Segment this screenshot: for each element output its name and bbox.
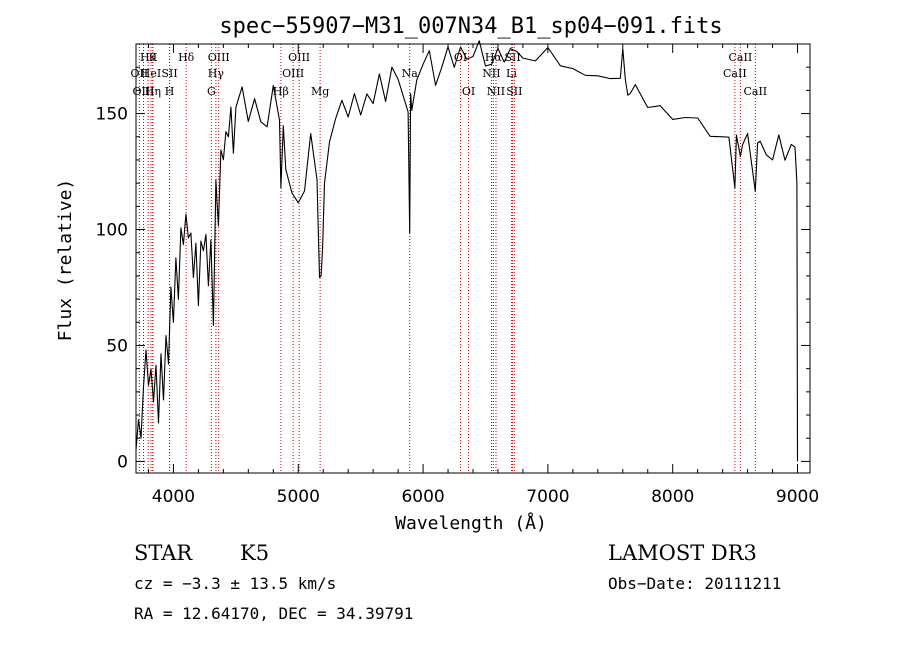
series-layer (135, 40, 799, 462)
object-subclass: K5 (240, 541, 269, 565)
line-marker-label: Hβ (273, 85, 289, 98)
line-marker-label: SII (161, 67, 177, 80)
line-marker-label: CaII (743, 85, 767, 98)
line-marker-label: OII (131, 67, 149, 80)
line-marker-label: Hη (145, 85, 161, 98)
axis-ticks: 4000 5000 6000 7000 8000 9000 0 50 100 150 (96, 44, 819, 507)
x-tick-label: 6000 (401, 487, 444, 507)
line-marker-label: OIII (208, 51, 230, 64)
chart-title: spec−55907−M31_007N34_B1_sp04−091.fits (219, 14, 722, 39)
series-line-spectrum (135, 40, 799, 462)
line-marker-label: HeI (141, 67, 161, 80)
line-marker-label: Na (402, 67, 419, 80)
line-marker-label: NII (482, 67, 500, 80)
line-marker-label: OI (462, 85, 475, 98)
line-marker-label: K (149, 51, 158, 64)
line-marker-label: Hα (485, 51, 503, 64)
x-tick-label: 9000 (776, 487, 819, 507)
survey-name: LAMOST DR3 (608, 541, 757, 565)
redshift-text: cz = −3.3 ± 13.5 km/s (134, 574, 336, 593)
line-marker-label: Li (506, 67, 517, 80)
x-tick-label: 7000 (526, 487, 569, 507)
line-marker-label: Hγ (208, 67, 225, 80)
line-marker-label: SII (504, 51, 520, 64)
line-marker-label: Mg (311, 85, 329, 98)
x-tick-label: 8000 (651, 487, 694, 507)
y-tick-label: 50 (106, 336, 128, 356)
y-tick-label: 100 (96, 221, 128, 241)
line-marker-label: NII (487, 85, 505, 98)
line-marker-label: Hθ (140, 51, 157, 64)
line-marker-label: OIII (282, 67, 304, 80)
y-axis-label: Flux (relative) (55, 179, 76, 342)
object-class: STAR (134, 541, 193, 565)
line-marker-label: G (207, 85, 216, 98)
y-tick-label: 150 (96, 105, 128, 125)
plot-frame (135, 43, 811, 474)
x-axis-label: Wavelength (Å) (395, 512, 547, 534)
y-tick-label: 0 (117, 452, 128, 472)
line-marker-label: CaII (729, 51, 753, 64)
line-marker-label: SII (506, 85, 522, 98)
x-tick-label: 5000 (277, 487, 320, 507)
line-marker-label: OIII (132, 85, 154, 98)
line-marker-label: Hδ (178, 51, 195, 64)
coordinates-text: RA = 12.64170, DEC = 34.39791 (134, 604, 413, 623)
line-marker-label: H (165, 85, 175, 98)
line-marker-label: CaII (723, 67, 747, 80)
line-marker-label: OIII (288, 51, 310, 64)
x-tick-label: 4000 (152, 487, 195, 507)
obs-date: Obs−Date: 20111211 (608, 574, 781, 593)
